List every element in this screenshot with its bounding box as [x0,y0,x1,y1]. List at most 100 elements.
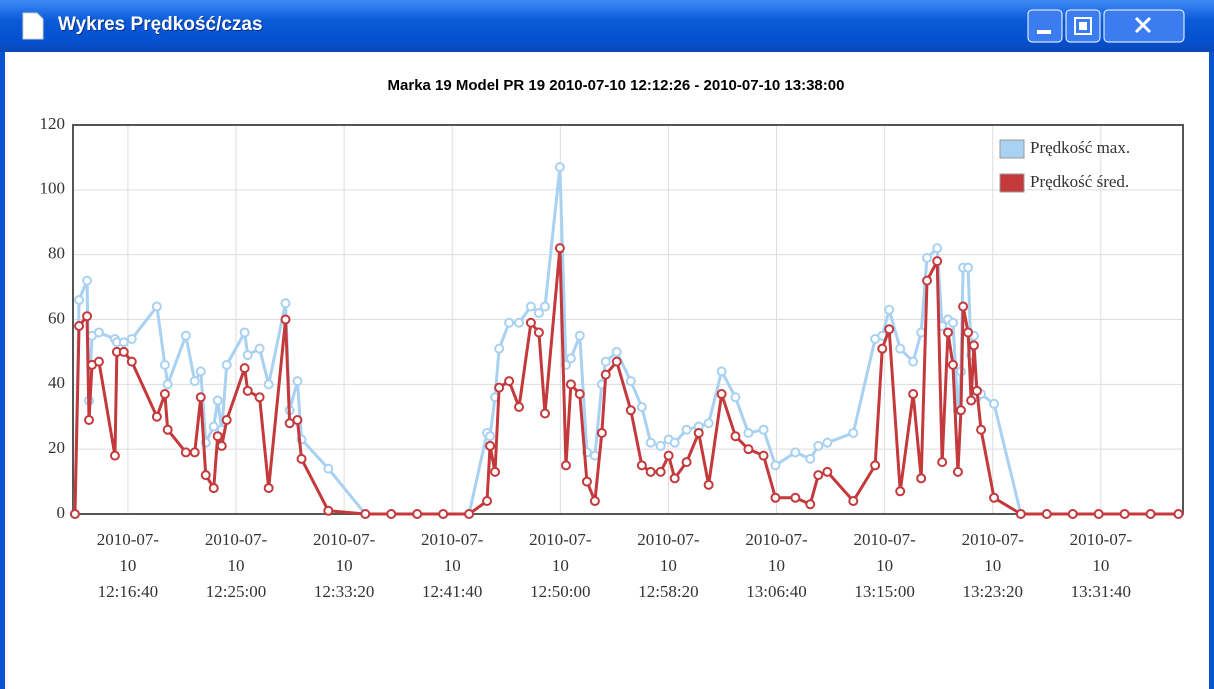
data-point [216,440,227,451]
data-point [296,453,307,464]
x-tick-label: 2010-07-10 12:16:40 [96,530,160,601]
data-point [200,470,211,481]
data-point [669,473,680,484]
y-tick-label: 60 [48,308,65,327]
data-point [126,333,137,344]
data-point [681,424,692,435]
data-point [758,450,769,461]
data-point [625,405,636,416]
data-point [989,398,1000,409]
data-point [937,457,948,468]
data-point [162,424,173,435]
data-point [494,382,505,393]
data-point [280,298,291,309]
y-tick-label: 100 [40,179,66,198]
data-point [221,359,232,370]
data-point [655,440,666,451]
data-point [589,450,600,461]
data-point [716,389,727,400]
y-tick-label: 80 [48,244,65,263]
chart-title: Marka 19 Model PR 19 2010-07-10 12:12:26… [388,77,845,94]
data-point [758,424,769,435]
data-point [645,466,656,477]
x-tick-label: 2010-07-10 12:33:20 [312,530,376,601]
x-tick-label: 2010-07-10 12:50:00 [529,530,592,601]
data-point [922,275,933,286]
data-point [151,301,162,312]
data-point [464,509,475,519]
data-point [93,327,104,338]
data-point [966,395,977,406]
data-point [730,431,741,442]
y-tick-label: 40 [48,373,65,392]
data-point [955,405,966,416]
data-point [895,486,906,497]
x-tick-label: 2010-07-10 13:15:00 [853,530,916,601]
data-point [360,509,371,519]
data-point [663,450,674,461]
data-point [438,509,449,519]
data-point [525,317,536,328]
data-point [989,492,1000,503]
data-point [645,437,656,448]
window-frame [0,52,1214,689]
data-point [813,440,824,451]
data-point [514,317,525,328]
data-point [560,460,571,471]
data-point [805,499,816,510]
data-point [681,457,692,468]
data-point [485,440,496,451]
data-point [109,450,120,461]
data-point [976,424,987,435]
legend-swatch [999,173,1025,193]
data-point [323,463,334,474]
data-point [83,414,94,425]
data-point [254,392,265,403]
plot-frame [72,124,1184,515]
data-point [947,317,958,328]
data-point [242,385,253,396]
data-point [743,427,754,438]
data-point [482,496,493,507]
data-point [968,340,979,351]
data-point [574,330,585,341]
data-point [239,327,250,338]
data-point [212,395,223,406]
data-point [118,337,129,348]
data-point [636,460,647,471]
data-point [822,437,833,448]
data-point [208,421,219,432]
data-point [554,162,565,173]
data-point [323,505,334,516]
data-point [600,356,611,367]
data-point [770,460,781,471]
data-point [971,385,982,396]
data-point [504,376,515,387]
data-point [189,447,200,458]
data-point [1119,509,1130,519]
data-point [596,427,607,438]
data-point [963,327,974,338]
data-point [932,256,943,267]
data-point [565,379,576,390]
data-point [565,353,576,364]
minimize-button[interactable] [1027,9,1063,43]
x-tick-label: 2010-07-10 12:25:00 [204,530,268,601]
data-point [180,447,191,458]
data-point [554,243,565,254]
data-point [870,460,881,471]
data-point [813,470,824,481]
data-point [485,431,496,442]
data-point [263,483,274,494]
data-point [743,444,754,455]
data-point [1067,509,1078,519]
data-point [805,453,816,464]
data-point [581,476,592,487]
data-point [703,479,714,490]
data-point [284,418,295,429]
data-point [533,327,544,338]
data-point [189,376,200,387]
data-point [730,392,741,403]
data-point [611,356,622,367]
